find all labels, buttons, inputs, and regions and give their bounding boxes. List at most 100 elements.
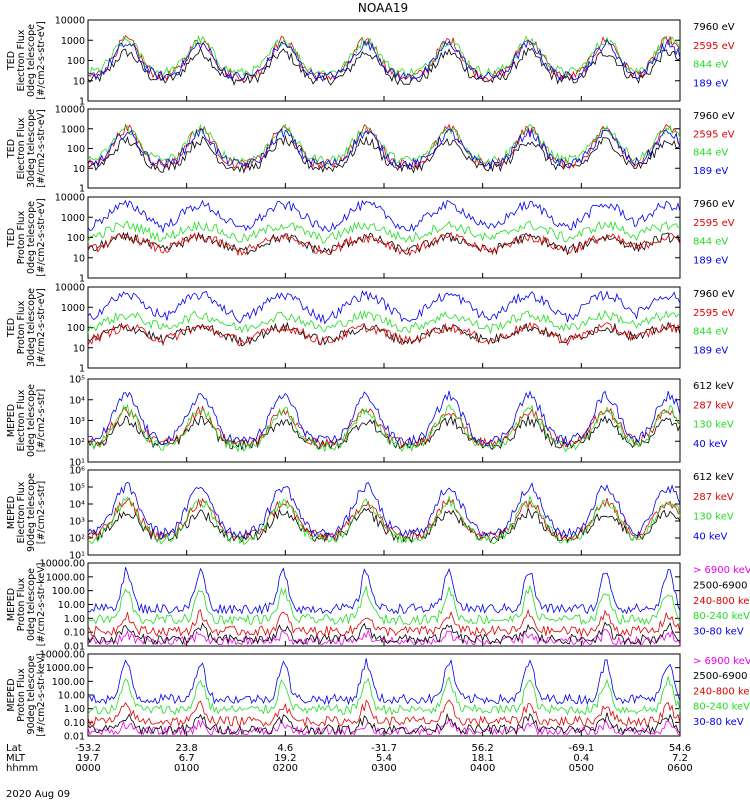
- y-tick-label: 10²: [69, 534, 85, 545]
- y-axis-label-line: [#/cm2-s-str-eV]: [36, 109, 47, 188]
- y-tick-label: 10: [73, 76, 85, 87]
- series-1: [87, 46, 681, 86]
- series-2: [87, 123, 681, 171]
- series-line: [87, 717, 680, 736]
- y-axis-label-line: 0deg telescope: [26, 384, 37, 457]
- y-tick-label: 10⁶: [69, 466, 85, 477]
- y-axis-label-line: Proton Flux: [16, 668, 27, 722]
- panel-p6: 10¹ 10² 10³ 10⁴ 10⁵ 10⁶ MEPEDElectron Flux90de…: [6, 466, 734, 562]
- y-tick-label: 1000.00: [46, 663, 85, 674]
- y-tick-label: 10³: [69, 517, 85, 528]
- series-2: [87, 35, 681, 82]
- series-2: [87, 405, 681, 450]
- series-line: [87, 123, 681, 171]
- legend-entry: 7960 eV: [693, 199, 735, 210]
- y-axis-label: MEPEDProton Flux0deg telescope[#/cm2-s-s…: [6, 563, 47, 647]
- series-line: [87, 481, 681, 540]
- y-tick-label: 1000: [61, 36, 85, 47]
- series-2: [87, 231, 681, 257]
- legend-entry: 612 keV: [693, 381, 734, 392]
- y-tick-label: 1: [79, 274, 85, 285]
- legend-entry: 240-800 keV: [693, 686, 750, 697]
- series-1: [87, 321, 681, 347]
- footer-row-label: hhmm: [6, 763, 38, 774]
- y-tick-label: 100: [67, 56, 85, 67]
- footer-value: 0300: [371, 763, 396, 774]
- series-3: [87, 495, 681, 546]
- legend-entry: 189 eV: [693, 345, 728, 356]
- y-axis-label-line: Electron Flux: [16, 29, 27, 91]
- series-line: [87, 676, 681, 716]
- legend-entry: 7960 eV: [693, 22, 735, 33]
- legend-entry: 287 keV: [693, 400, 734, 411]
- y-tick-label: 10⁴: [69, 500, 85, 511]
- y-tick-label: 1.00: [64, 614, 85, 625]
- legend-entry: 287 keV: [693, 492, 734, 503]
- y-axis-label-line: 0deg telescope: [26, 24, 37, 97]
- y-axis-label-line: TED: [6, 318, 17, 338]
- panel-p2: 1 10 100 1000 10000 TEDElectron Flux30deg tel…: [6, 105, 735, 195]
- legend-entry: 7960 eV: [693, 289, 735, 300]
- y-tick-label: 0.01: [64, 642, 85, 653]
- footer-value: -69.1: [568, 743, 594, 754]
- legend-entry: 80-240 keV: [693, 702, 750, 713]
- series-line: [87, 199, 681, 234]
- series-line: [87, 609, 681, 638]
- y-axis-label-line: Proton Flux: [16, 577, 27, 631]
- y-tick-label: 0.10: [64, 628, 85, 639]
- series-line: [87, 584, 681, 626]
- series-4: [88, 390, 681, 447]
- series-line: [88, 390, 681, 447]
- y-axis-label-line: Electron Flux: [16, 117, 27, 179]
- y-axis-label-line: 30deg telescope: [26, 288, 37, 367]
- series-5: [87, 658, 681, 706]
- y-axis-label-line: 90deg telescope: [26, 655, 37, 734]
- footer-value: 0.4: [573, 753, 589, 764]
- panel-p4: 1 10 100 1000 10000 TEDProton Flux30deg teles…: [6, 283, 735, 375]
- date-label: 2020 Aug 09: [6, 789, 70, 800]
- y-axis-label: TEDElectron Flux0deg telescope[#/cm2-s-s…: [6, 21, 47, 100]
- series-line: [87, 38, 681, 82]
- footer-value: 7.2: [672, 753, 688, 764]
- series-line: [87, 309, 681, 335]
- y-tick-label: 100: [67, 323, 85, 334]
- y-tick-label: 10.00: [58, 600, 85, 611]
- series-3: [87, 699, 681, 728]
- footer-value: 18.1: [472, 753, 494, 764]
- footer-value: 0600: [667, 763, 692, 774]
- footer-value: 0000: [75, 763, 100, 774]
- y-tick-label: 10: [73, 164, 85, 175]
- y-tick-label: 10⁵: [69, 483, 85, 494]
- panel-p5: 10¹ 10² 10³ 10⁴ 10⁵ MEPEDElectron Flux0deg te…: [6, 375, 734, 469]
- y-axis-label-line: 90deg telescope: [26, 473, 37, 552]
- chart-title: NOAA19: [358, 1, 408, 15]
- y-axis-label-line: TED: [6, 139, 17, 159]
- y-tick-label: 1: [79, 184, 85, 195]
- y-axis-label-line: 30deg telescope: [26, 109, 37, 188]
- y-tick-label: 10¹: [69, 551, 85, 562]
- y-axis-label-line: [#/cm2-s-str-keV]: [36, 653, 47, 737]
- series-line: [87, 321, 681, 347]
- footer-value: 56.2: [472, 743, 494, 754]
- footer-value: 5.4: [376, 753, 392, 764]
- y-tick-label: 1000.00: [46, 572, 85, 583]
- y-tick-label: 10¹: [69, 458, 85, 469]
- legend-entry: 2500-6900: [693, 580, 748, 591]
- legend-entry: > 6900 keV: [693, 565, 750, 576]
- legend-entry: 2595 eV: [693, 129, 735, 140]
- y-tick-label: 10000: [55, 105, 85, 116]
- legend-entry: 612 keV: [693, 472, 734, 483]
- y-tick-label: 10: [73, 343, 85, 354]
- series-line: [87, 127, 681, 170]
- y-tick-label: 0.01: [64, 732, 85, 743]
- y-axis-label-line: 0deg telescope: [26, 201, 37, 274]
- series-line: [87, 34, 681, 78]
- footer-value: -53.2: [75, 743, 101, 754]
- y-tick-label: 1: [79, 97, 85, 108]
- series-line: [87, 46, 681, 86]
- series-line: [87, 123, 681, 166]
- y-axis-label: MEPEDElectron Flux0deg telescope[#/cm2-s…: [6, 384, 47, 457]
- y-tick-label: 100.00: [52, 586, 85, 597]
- legend-entry: 30-80 keV: [693, 717, 744, 728]
